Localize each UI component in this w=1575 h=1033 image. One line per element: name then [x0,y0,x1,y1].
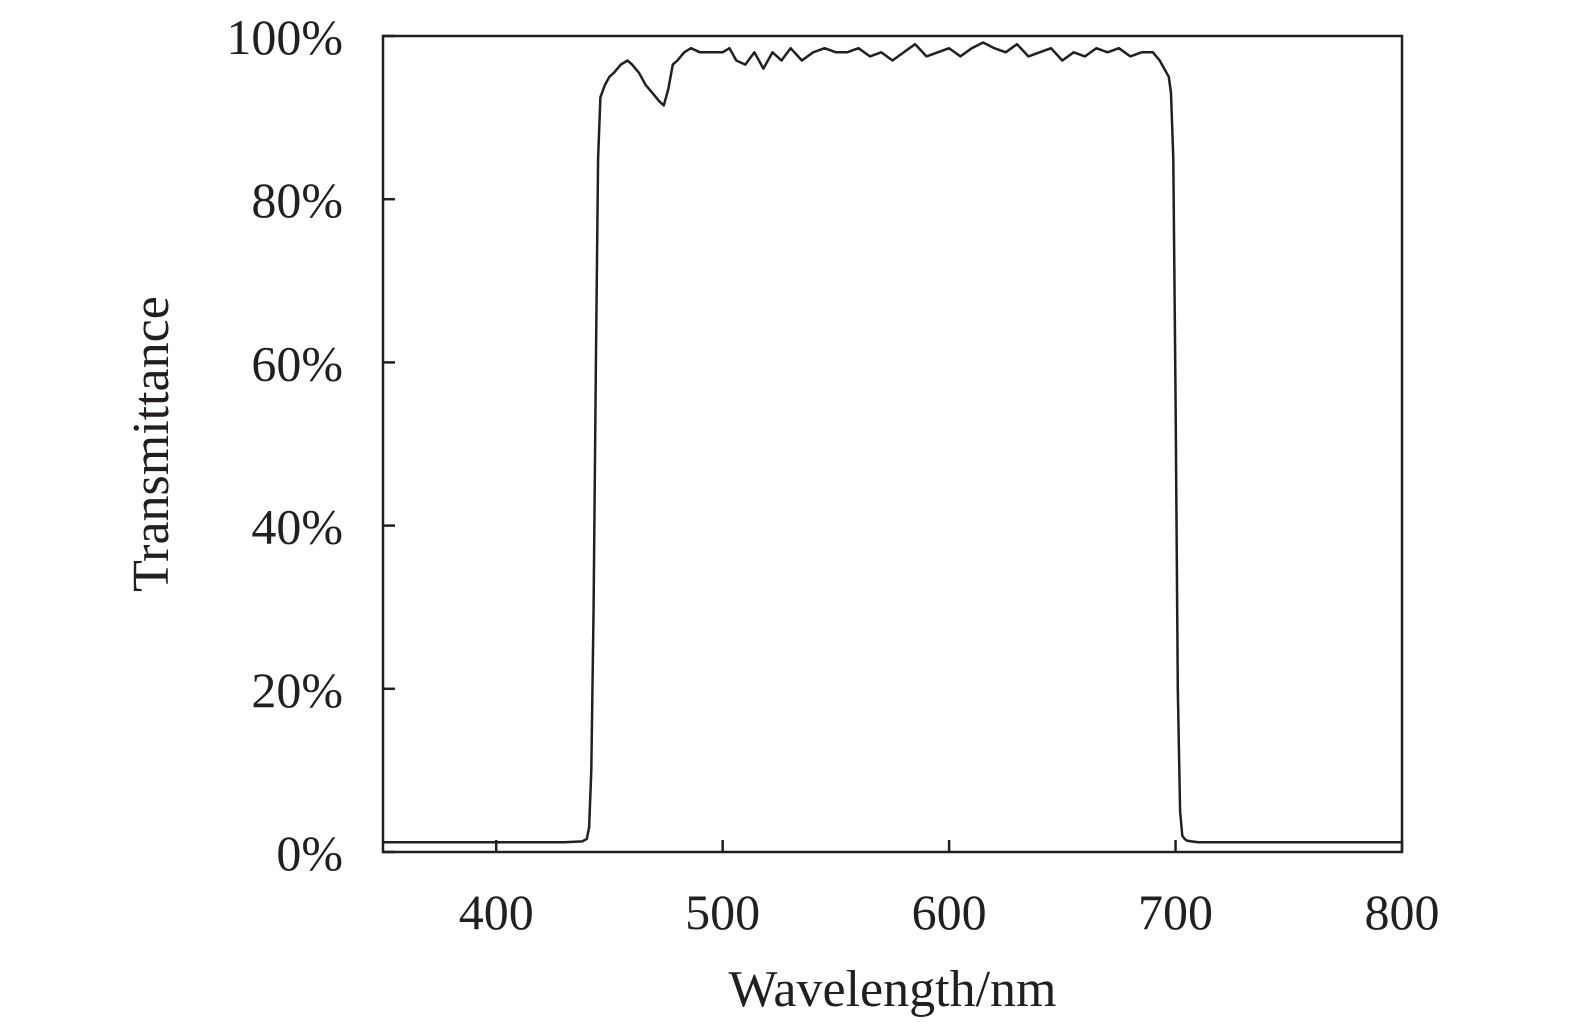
y-tick-label: 0% [276,825,343,881]
y-tick-label: 80% [251,172,343,228]
y-tick-label: 20% [251,662,343,718]
x-axis-ticks: 400 500 600 700 800 [459,840,1440,940]
x-tick-label: 500 [685,884,760,940]
x-tick-label: 700 [1138,884,1213,940]
y-tick-label: 60% [251,335,343,391]
y-tick-label: 100% [226,9,343,65]
y-axis-ticks: 0% 20% 40% 60% 80% 100% [226,9,395,881]
x-tick-label: 600 [912,884,987,940]
plot-frame [381,34,1404,854]
transmittance-curve [383,41,1402,844]
y-axis-title: Transmittance [123,296,180,592]
x-tick-label: 800 [1365,884,1440,940]
y-tick-label: 40% [251,499,343,555]
x-axis-title: Wavelength/nm [729,961,1057,1018]
x-tick-label: 400 [459,884,534,940]
